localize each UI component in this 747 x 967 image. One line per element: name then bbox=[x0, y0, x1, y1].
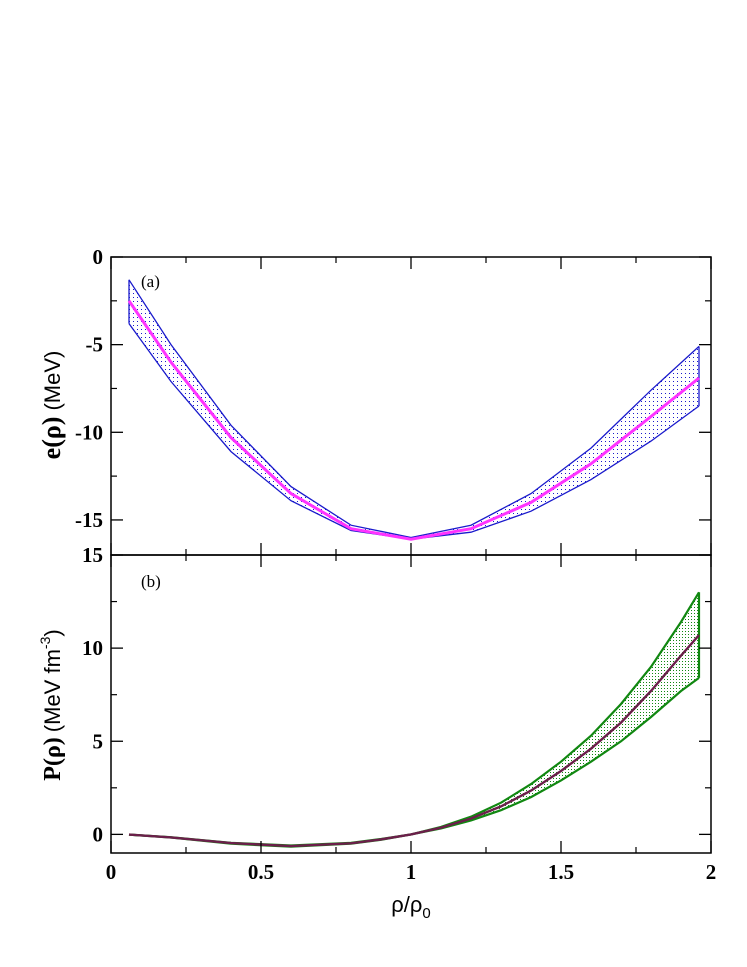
y-tick-label: -5 bbox=[86, 333, 104, 357]
y-tick-label: -10 bbox=[75, 420, 103, 444]
panel-b-central-line bbox=[128, 634, 700, 848]
y-tick-label: 15 bbox=[82, 543, 103, 567]
y-tick-label: 0 bbox=[93, 822, 104, 846]
panel-b-band-fill bbox=[129, 592, 699, 847]
panel-b-label: (b) bbox=[141, 572, 161, 591]
panel-a: 0 -5 -10 -15 (a) e(ρ)(MeV) bbox=[37, 245, 712, 555]
panel-b-lower-bound-line bbox=[128, 677, 700, 848]
panel-b-y-ticks: 0 5 10 15 bbox=[82, 543, 711, 846]
panel-a-band-fill bbox=[129, 279, 699, 540]
panel-b-frame bbox=[110, 554, 712, 854]
panel-b: 0 5 10 15 0 0.5 1 1.5 2 (b) P(ρ)(MeV fm-3) ρ/ρ0 bbox=[37, 543, 716, 922]
panel-b-y-axis-title: P(ρ)(MeV fm-3) bbox=[37, 629, 66, 780]
panel-b-x-ticks: 0 0.5 1 1.5 2 bbox=[106, 555, 717, 884]
x-tick-label: 0.5 bbox=[248, 860, 274, 884]
y-tick-label: -15 bbox=[75, 508, 103, 532]
x-tick-label: 1.5 bbox=[548, 860, 574, 884]
panel-a-upper-bound-line bbox=[128, 279, 700, 539]
x-axis-title: ρ/ρ0 bbox=[391, 892, 431, 922]
panel-a-y-ticks: 0 -5 -10 -15 bbox=[75, 245, 712, 555]
y-tick-label: 0 bbox=[93, 245, 104, 269]
panel-a-central-line bbox=[127, 299, 700, 541]
y-tick-label: 10 bbox=[82, 636, 103, 660]
x-tick-label: 1 bbox=[406, 860, 417, 884]
x-tick-label: 0 bbox=[106, 860, 117, 884]
panel-a-label: (a) bbox=[141, 272, 160, 291]
panel-a-y-axis-title: e(ρ)(MeV) bbox=[37, 351, 66, 460]
x-tick-label: 2 bbox=[706, 860, 717, 884]
y-tick-label: 5 bbox=[93, 729, 104, 753]
